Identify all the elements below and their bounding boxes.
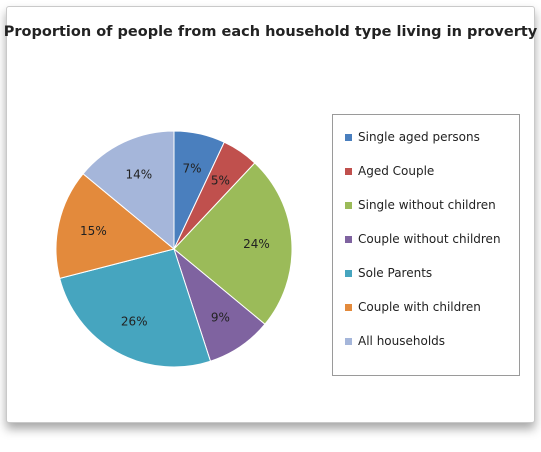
slice-label-1: 5% [211, 174, 230, 188]
legend-item-4: Sole Parents [345, 264, 432, 282]
chart-legend: Single aged persons Aged Couple Single wit… [332, 114, 520, 376]
legend-item-6: All households [345, 332, 445, 350]
legend-label: Single aged persons [358, 130, 480, 144]
legend-swatch [345, 201, 352, 209]
legend-label: Couple without children [358, 232, 501, 246]
slice-label-2: 24% [243, 237, 270, 251]
slice-label-4: 26% [121, 314, 148, 328]
slice-label-3: 9% [211, 310, 230, 324]
slice-label-0: 7% [182, 161, 201, 175]
legend-label: Aged Couple [358, 164, 435, 178]
legend-label: Couple with children [358, 300, 481, 314]
legend-item-0: Single aged persons [345, 128, 480, 146]
slice-label-6: 14% [125, 167, 152, 181]
legend-swatch [345, 133, 352, 141]
legend-swatch [345, 167, 352, 175]
legend-label: All households [358, 334, 446, 348]
pie-slice-5 [55, 173, 176, 279]
pie-slice-2 [173, 162, 293, 325]
legend-item-5: Couple with children [345, 298, 481, 316]
pie-slice-6 [82, 130, 175, 251]
pie-slice-4 [59, 248, 212, 368]
legend-item-3: Couple without children [345, 230, 501, 248]
legend-swatch [345, 269, 352, 277]
legend-swatch [345, 235, 352, 243]
chart-title: Proportion of people from each household… [3, 24, 538, 40]
legend-item-1: Aged Couple [345, 162, 434, 180]
legend-label: Sole Parents [358, 266, 433, 280]
legend-label: Single without children [358, 198, 496, 212]
slice-label-5: 15% [80, 224, 107, 238]
legend-swatch [345, 303, 352, 311]
legend-item-2: Single without children [345, 196, 496, 214]
legend-swatch [345, 337, 352, 345]
